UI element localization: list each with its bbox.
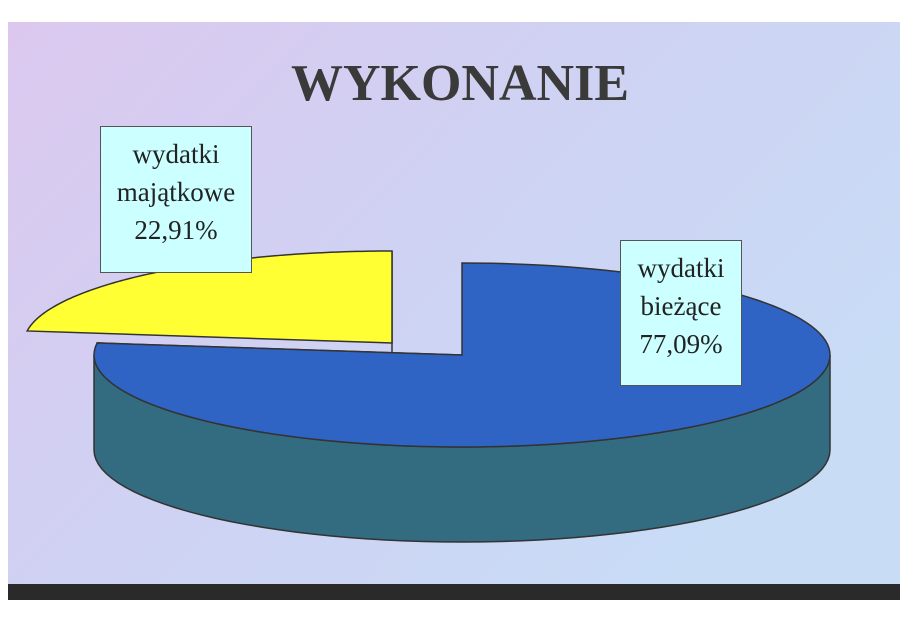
label-value: 77,09% <box>639 329 723 359</box>
chart-title: WYKONANIE <box>291 55 629 112</box>
bottom-bar <box>8 584 900 600</box>
data-label: wydatki bieżące 77,09% <box>620 240 742 386</box>
data-label: wydatki majątkowe 22,91% <box>100 126 252 273</box>
slice-top <box>25 250 393 344</box>
label-name: wydatki majątkowe <box>116 139 236 207</box>
label-name: wydatki bieżące <box>637 253 725 321</box>
label-value: 22,91% <box>134 215 218 245</box>
